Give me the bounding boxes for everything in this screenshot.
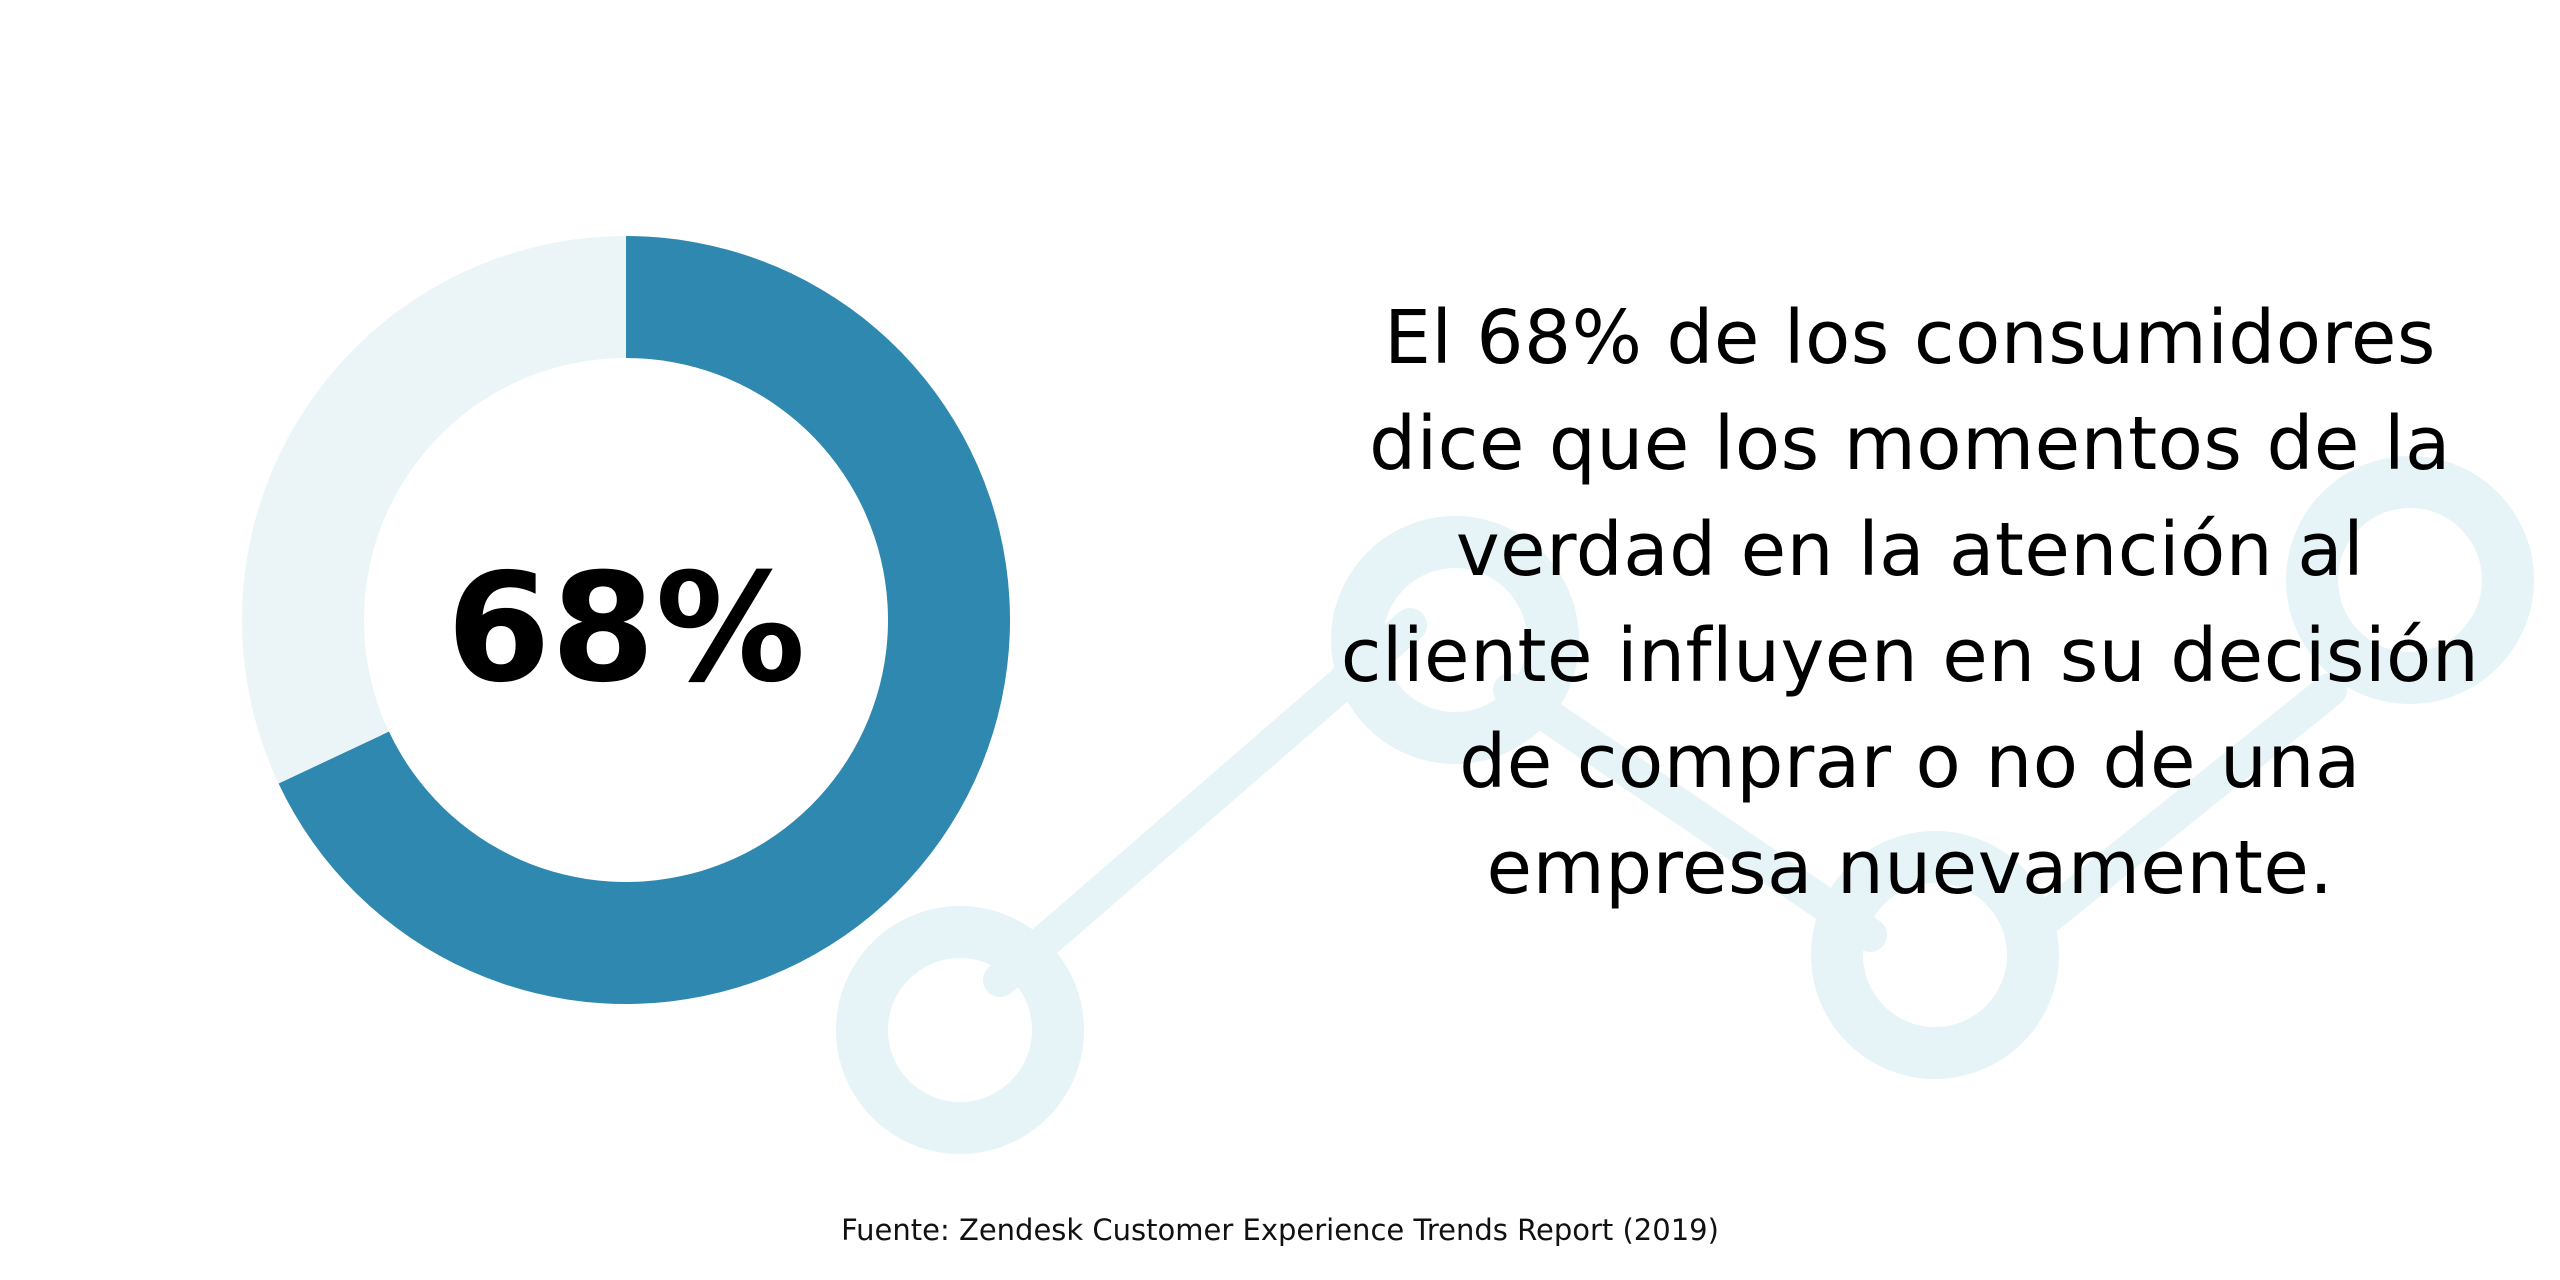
- donut-center-label: 68%: [446, 542, 805, 716]
- decoration-ring: [1331, 516, 1579, 764]
- statistic-statement: El 68% de los consumidores dice que los …: [1340, 295, 2480, 911]
- decoration-ring: [2286, 456, 2534, 704]
- decoration-line-segment: [1493, 673, 1887, 952]
- donut-slices: [241, 236, 1011, 1004]
- decoration-ring: [1811, 831, 2059, 1079]
- donut-slice-remainder: [241, 236, 626, 784]
- source-citation: Fuente: Zendesk Customer Experience Tren…: [841, 1213, 1719, 1247]
- decoration-ring: [836, 906, 1084, 1154]
- donut-slice-highlight: [278, 236, 1011, 1004]
- decoration-line-segment: [2008, 673, 2347, 952]
